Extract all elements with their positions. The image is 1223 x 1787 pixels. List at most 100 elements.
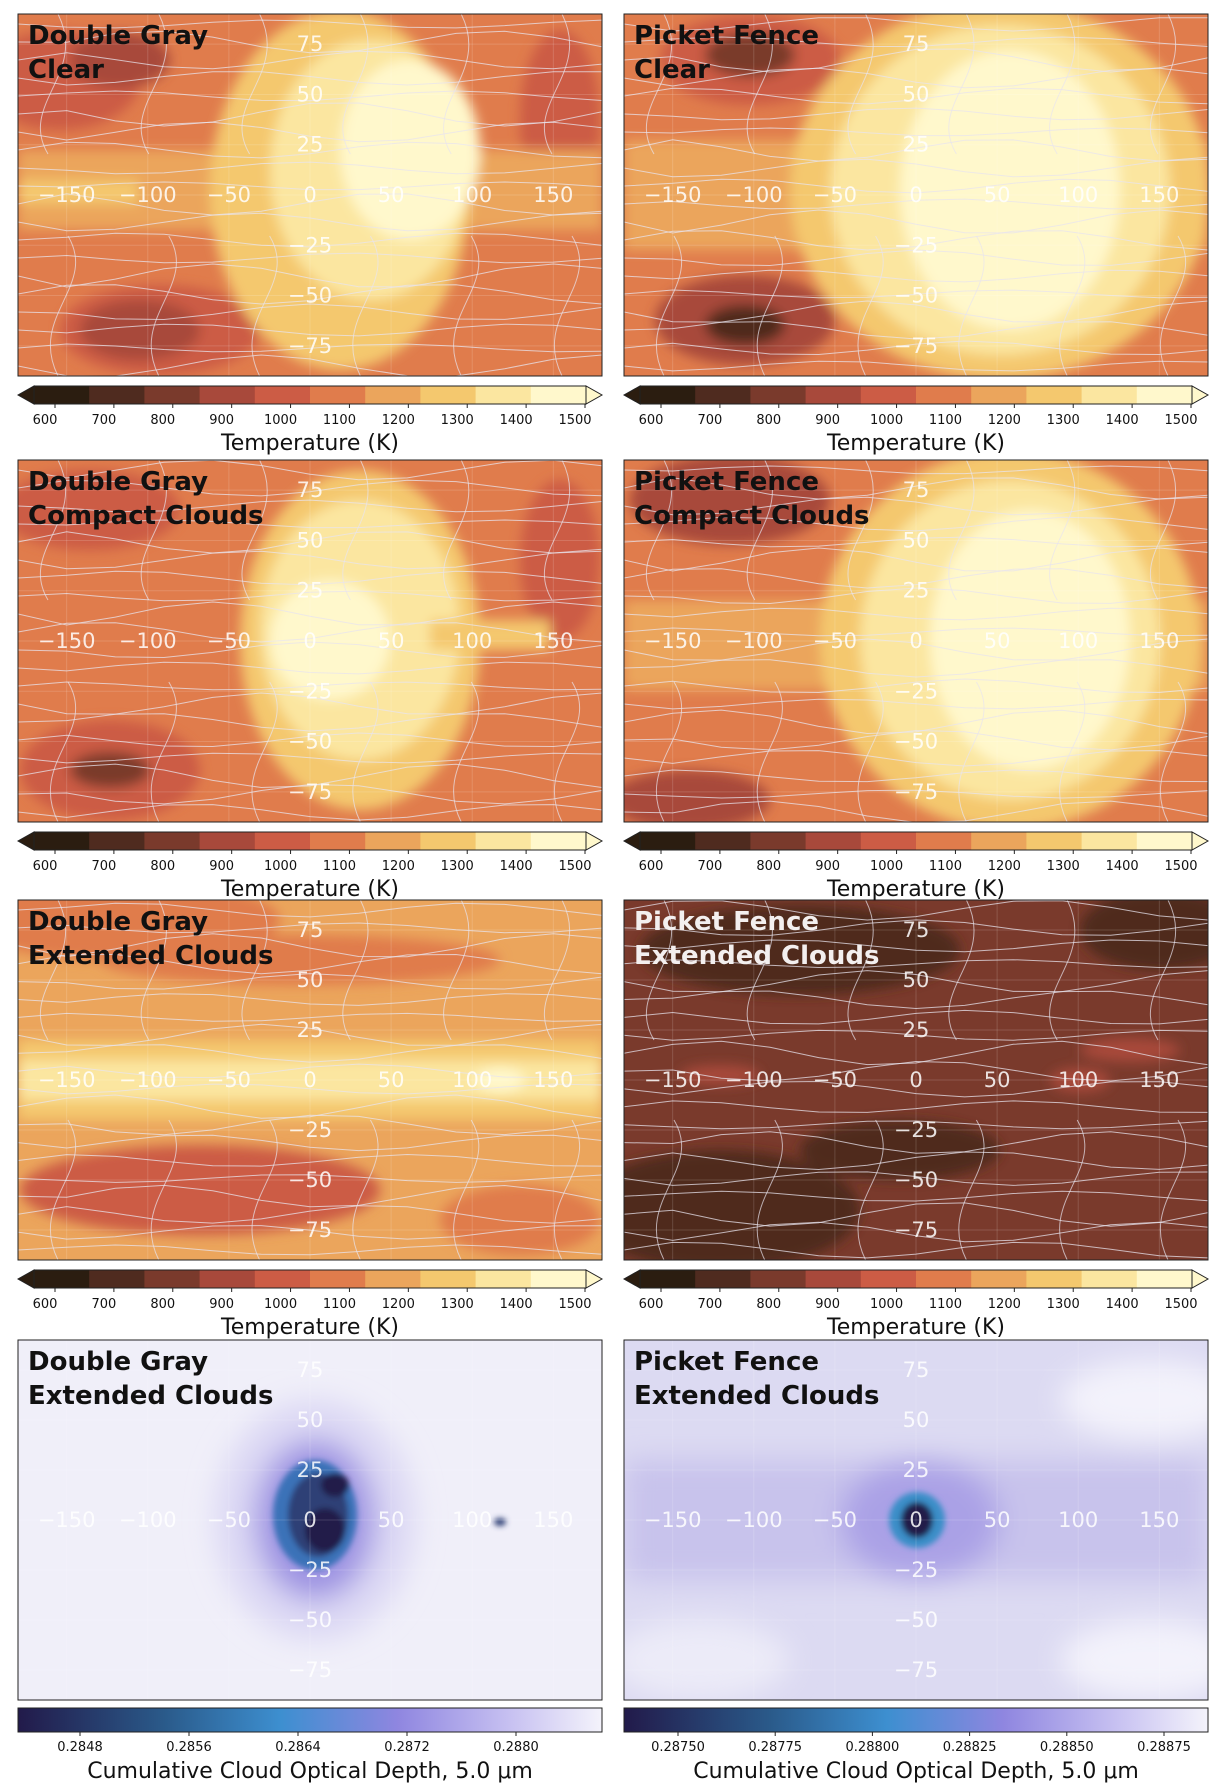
x-tick-label: 150 <box>1139 1068 1179 1092</box>
y-tick-label: −50 <box>894 1168 938 1192</box>
streamline <box>624 269 1208 283</box>
colorbar-tick-label: 0.28750 <box>651 1740 705 1755</box>
colorbar-tick-label: 1400 <box>500 859 533 874</box>
streamline <box>18 763 602 789</box>
colorbar-tick-label: 1500 <box>1164 1297 1197 1312</box>
x-tick-label: 0 <box>909 183 922 207</box>
streamline <box>18 121 602 143</box>
streamline <box>543 14 571 155</box>
panel-axis-labels: −150 −100 −50 0 50 100 150 75 50 25 −25 −50 −75 <box>624 460 1208 822</box>
panel-title-line2: Compact Clouds <box>28 501 264 531</box>
streamline <box>958 1119 985 1260</box>
colorbar-segment <box>860 1270 917 1288</box>
colorbar-tick-label: 1400 <box>500 413 533 428</box>
y-tick-label: 25 <box>297 1458 324 1482</box>
streamline <box>150 681 177 822</box>
y-tick-label: −75 <box>288 1218 332 1242</box>
colorbar-tick-label: 1500 <box>558 859 591 874</box>
y-tick-label: 75 <box>297 1358 324 1382</box>
y-tick-label: −25 <box>894 1118 938 1142</box>
streamline <box>624 1202 1208 1227</box>
y-tick-label: 25 <box>903 133 930 157</box>
y-tick-label: −25 <box>288 1558 332 1582</box>
streamline <box>624 249 1208 267</box>
colorbar-tick-label: 1500 <box>558 413 591 428</box>
x-tick-label: −50 <box>207 1068 251 1092</box>
x-tick-label: 50 <box>378 1068 405 1092</box>
colorbar-segment <box>144 1270 201 1288</box>
streamline <box>18 601 602 626</box>
colorbar-segment <box>1081 386 1138 404</box>
streamline <box>150 1119 177 1260</box>
colorbar-tick-label: 0.28825 <box>943 1740 997 1755</box>
colorbar-tick-label: 1000 <box>264 859 297 874</box>
streamline <box>140 14 167 155</box>
streamline <box>18 902 602 918</box>
streamline <box>624 1009 1208 1025</box>
streamline <box>18 354 602 376</box>
panel-title-line1: Double Gray <box>28 1347 208 1377</box>
colorbar-tick-label: 800 <box>756 1297 781 1312</box>
x-tick-label: 150 <box>533 183 573 207</box>
colorbar-segment <box>144 832 201 850</box>
x-tick-label: 0 <box>303 183 316 207</box>
streamline <box>1149 900 1177 1041</box>
colorbar-tick-label: 1000 <box>870 413 903 428</box>
colorbar-tick-label: 600 <box>639 859 664 874</box>
streamline <box>18 953 602 975</box>
x-tick-label: 150 <box>1139 183 1179 207</box>
colorbar-tick-label: 800 <box>756 859 781 874</box>
streamline <box>624 900 1208 921</box>
streamline <box>624 1120 1208 1130</box>
streamline <box>553 1119 581 1260</box>
streamline <box>342 900 369 1041</box>
x-tick-label: 50 <box>378 1508 405 1532</box>
colorbar-tick-label: 700 <box>91 413 116 428</box>
y-tick-label: −75 <box>894 780 938 804</box>
x-tick-label: 100 <box>452 629 492 653</box>
colorbar-segment <box>805 386 862 404</box>
colorbar-segment <box>805 832 862 850</box>
streamline <box>18 50 602 70</box>
colorbar-label: Temperature (K) <box>220 1315 399 1340</box>
colorbar-gradient <box>17 1707 603 1733</box>
streamline <box>624 139 1208 162</box>
streamline <box>624 627 1208 637</box>
colorbar-tick-label: 1500 <box>558 1297 591 1312</box>
x-tick-label: −50 <box>207 183 251 207</box>
colorbar-tick-label: 1500 <box>1164 859 1197 874</box>
colorbar-segment <box>805 1270 862 1288</box>
panel-title-line2: Clear <box>634 55 710 85</box>
panel-frame <box>623 13 1209 377</box>
temperature-colorbar: 600 700 800 900 1000 1100 1200 1300 1400 1500 Temp… <box>16 831 604 902</box>
colorbar-segment <box>640 386 696 404</box>
streamline <box>624 1080 1208 1098</box>
streamline <box>655 235 683 376</box>
colorbar-segment <box>365 386 421 404</box>
streamline <box>241 460 268 601</box>
colorbar-tick-label: 1100 <box>929 859 962 874</box>
streamline <box>1059 235 1086 376</box>
streamline <box>342 14 369 155</box>
panel-dg-clear <box>18 14 602 376</box>
streamline <box>624 959 1208 969</box>
y-tick-label: 50 <box>297 968 324 992</box>
y-tick-label: −25 <box>894 233 938 257</box>
y-tick-label: 75 <box>903 1358 930 1382</box>
streamline <box>624 698 1208 710</box>
x-tick-label: −50 <box>207 1508 251 1532</box>
colorbar-segment <box>1136 1270 1193 1288</box>
colorbar-tick-label: 0.2864 <box>275 1740 321 1755</box>
panel-frame <box>623 899 1209 1261</box>
streamline <box>251 235 278 376</box>
streamline <box>1059 681 1086 822</box>
colorbar-min-arrow <box>16 385 35 405</box>
panel-title-line2: Extended Clouds <box>28 1381 273 1411</box>
streamline <box>18 732 602 748</box>
x-tick-label: −50 <box>813 183 857 207</box>
y-tick-label: 75 <box>297 478 324 502</box>
colorbar-tick-label: 1000 <box>264 1297 297 1312</box>
panel-axis-labels: −150 −100 −50 0 50 100 150 75 50 25 −25 −50 −75 <box>624 1340 1208 1700</box>
streamline <box>655 1119 683 1260</box>
panel-axis-labels: −150 −100 −50 0 50 100 150 75 50 25 −25 −50 −75 <box>624 14 1208 376</box>
